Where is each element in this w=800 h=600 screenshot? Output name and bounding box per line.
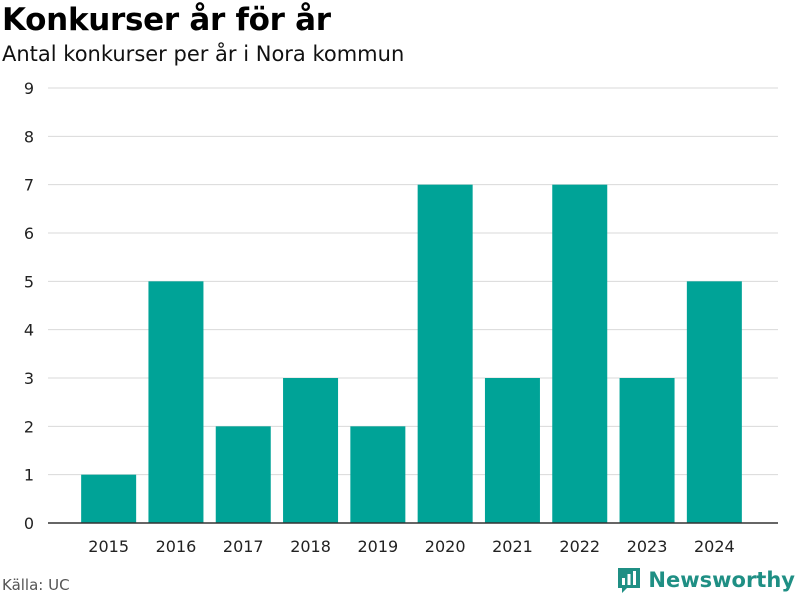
bar — [552, 184, 608, 523]
x-tick-label: 2024 — [694, 537, 735, 556]
x-tick-label: 2017 — [223, 537, 264, 556]
x-tick-label: 2016 — [156, 537, 197, 556]
chart-title: Konkurser år för år — [2, 2, 331, 38]
bar — [148, 281, 204, 523]
y-tick-label: 9 — [24, 79, 34, 98]
y-tick-label: 7 — [24, 176, 34, 195]
brand-logo[interactable]: Newsworthy — [616, 566, 795, 594]
x-tick-label: 2019 — [357, 537, 398, 556]
bar — [81, 474, 137, 523]
brand-name: Newsworthy — [648, 568, 795, 592]
x-tick-label: 2020 — [425, 537, 466, 556]
y-tick-label: 5 — [24, 272, 34, 291]
y-tick-label: 8 — [24, 127, 34, 146]
y-tick-label: 1 — [24, 466, 34, 485]
bar — [283, 378, 339, 523]
bar — [350, 426, 406, 523]
bar — [686, 281, 742, 523]
y-tick-label: 4 — [24, 321, 34, 340]
x-tick-label: 2021 — [492, 537, 533, 556]
bar — [619, 378, 675, 523]
x-tick-label: 2022 — [559, 537, 600, 556]
y-tick-label: 3 — [24, 369, 34, 388]
y-tick-label: 2 — [24, 417, 34, 436]
source-note: Källa: UC — [2, 576, 70, 594]
bar — [484, 378, 540, 523]
bar — [417, 184, 473, 523]
bar-chart-logo-icon — [618, 568, 641, 593]
x-tick-label: 2015 — [88, 537, 129, 556]
x-tick-label: 2023 — [627, 537, 668, 556]
y-tick-label: 0 — [24, 514, 34, 533]
x-tick-label: 2018 — [290, 537, 331, 556]
y-tick-label: 6 — [24, 224, 34, 243]
bar — [215, 426, 271, 523]
chart-subtitle: Antal konkurser per år i Nora kommun — [2, 42, 405, 66]
